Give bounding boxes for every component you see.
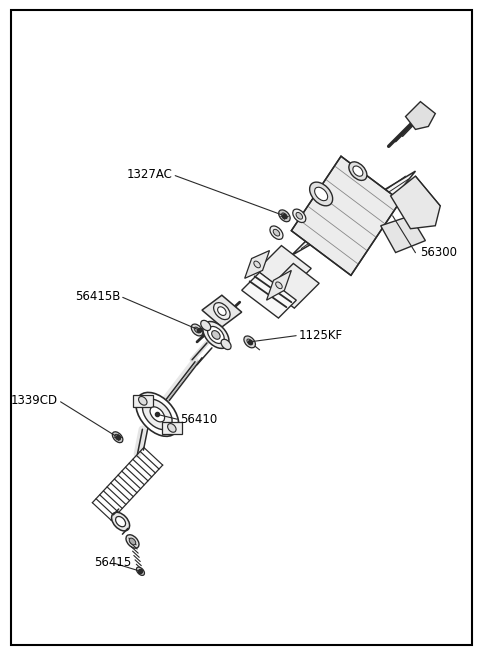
Ellipse shape <box>201 320 211 331</box>
Polygon shape <box>406 102 435 130</box>
Ellipse shape <box>112 432 123 443</box>
Ellipse shape <box>208 326 224 343</box>
Text: 56415B: 56415B <box>75 290 120 303</box>
Ellipse shape <box>126 534 139 548</box>
Ellipse shape <box>150 407 165 422</box>
Ellipse shape <box>244 336 255 348</box>
Text: 56415: 56415 <box>95 556 132 569</box>
Polygon shape <box>133 395 153 407</box>
Ellipse shape <box>214 303 230 320</box>
Ellipse shape <box>194 327 200 333</box>
Ellipse shape <box>349 162 367 180</box>
Ellipse shape <box>116 517 126 527</box>
Polygon shape <box>291 171 416 255</box>
Polygon shape <box>257 246 311 293</box>
Ellipse shape <box>273 229 280 236</box>
Polygon shape <box>162 422 182 434</box>
Ellipse shape <box>247 339 252 345</box>
Ellipse shape <box>115 434 120 440</box>
Text: 1125KF: 1125KF <box>299 329 343 342</box>
Ellipse shape <box>314 187 328 200</box>
Ellipse shape <box>203 322 229 348</box>
Ellipse shape <box>139 396 147 405</box>
Ellipse shape <box>136 392 179 436</box>
Ellipse shape <box>217 307 226 316</box>
Ellipse shape <box>212 331 220 339</box>
Ellipse shape <box>270 226 283 240</box>
Ellipse shape <box>221 339 231 350</box>
Text: 56300: 56300 <box>420 246 457 259</box>
Polygon shape <box>381 215 425 253</box>
Ellipse shape <box>310 182 333 206</box>
Text: 1327AC: 1327AC <box>127 168 173 181</box>
Ellipse shape <box>293 209 306 223</box>
Ellipse shape <box>136 567 144 575</box>
Polygon shape <box>245 251 269 278</box>
Ellipse shape <box>254 261 260 268</box>
Polygon shape <box>291 157 401 275</box>
Ellipse shape <box>353 166 363 176</box>
Text: 1339CD: 1339CD <box>11 394 58 407</box>
Ellipse shape <box>129 538 136 545</box>
Ellipse shape <box>296 212 302 219</box>
Polygon shape <box>266 271 291 300</box>
Polygon shape <box>242 272 296 318</box>
Text: 56410: 56410 <box>180 413 217 426</box>
Polygon shape <box>202 295 242 327</box>
Polygon shape <box>391 176 440 229</box>
Polygon shape <box>268 263 319 308</box>
Ellipse shape <box>111 512 130 531</box>
Ellipse shape <box>143 399 172 430</box>
Ellipse shape <box>168 424 176 432</box>
Ellipse shape <box>279 210 290 222</box>
Ellipse shape <box>282 213 287 219</box>
Ellipse shape <box>276 282 282 289</box>
Ellipse shape <box>191 324 203 336</box>
